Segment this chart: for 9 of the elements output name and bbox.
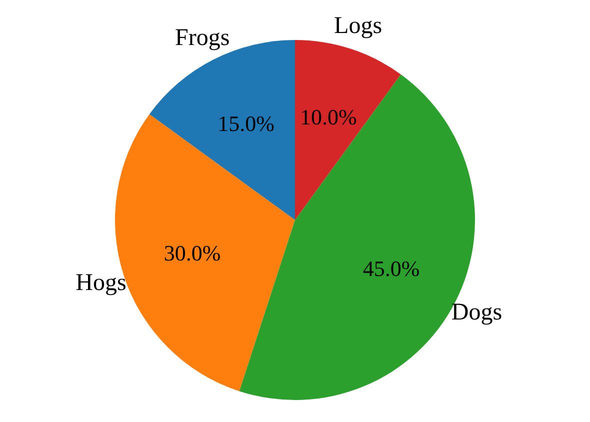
slice-label: Frogs	[175, 25, 230, 52]
data-label: 10.0%	[300, 104, 357, 130]
data-label: 30.0%	[164, 240, 221, 266]
data-label: 15.0%	[218, 110, 274, 136]
slice-label: Logs	[334, 12, 382, 39]
slice-label: Dogs	[451, 300, 502, 326]
pie-slice	[295, 40, 401, 220]
slice-label: Hogs	[76, 270, 126, 296]
data-label: 45.0%	[362, 256, 420, 282]
